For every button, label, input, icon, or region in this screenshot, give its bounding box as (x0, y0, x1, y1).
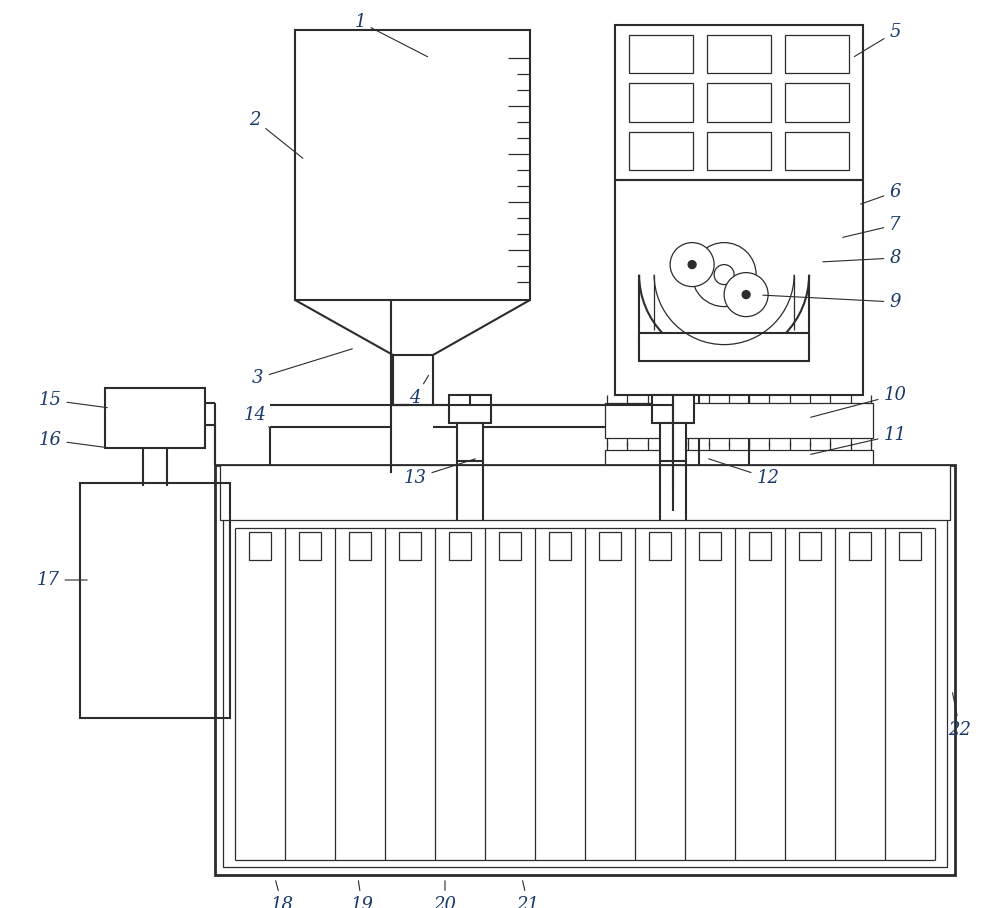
Bar (699, 532, 721, 560)
Bar (629, 132, 693, 170)
Bar (295, 30, 530, 300)
Bar (393, 355, 433, 405)
Text: 15: 15 (38, 391, 107, 409)
Bar (399, 532, 421, 560)
Bar (299, 532, 321, 560)
Text: 9: 9 (763, 293, 901, 311)
Text: 19: 19 (351, 881, 374, 908)
Bar (615, 180, 863, 395)
Text: 20: 20 (434, 881, 456, 908)
Circle shape (724, 272, 768, 317)
Circle shape (670, 242, 714, 287)
Bar (549, 532, 571, 560)
Bar (215, 465, 955, 875)
Bar (707, 84, 771, 122)
Bar (615, 25, 863, 180)
Text: 1: 1 (354, 13, 428, 56)
Bar (499, 532, 521, 560)
Bar (652, 395, 694, 423)
Circle shape (714, 264, 734, 284)
Circle shape (742, 291, 750, 299)
Text: 4: 4 (409, 375, 429, 407)
Bar (639, 332, 809, 360)
Bar (785, 84, 849, 122)
Text: 17: 17 (36, 571, 87, 589)
Text: 18: 18 (270, 881, 294, 908)
Text: 5: 5 (854, 23, 901, 56)
Bar (349, 532, 371, 560)
Text: 13: 13 (404, 459, 475, 487)
Bar (799, 532, 821, 560)
Bar (457, 423, 483, 461)
Bar (899, 532, 921, 560)
Text: 3: 3 (252, 349, 352, 387)
Bar (749, 532, 771, 560)
Text: 22: 22 (948, 693, 972, 739)
Bar (80, 483, 230, 718)
Text: 11: 11 (811, 426, 906, 454)
Bar (105, 388, 205, 448)
Bar (449, 395, 491, 423)
Bar (249, 532, 271, 560)
Bar (785, 35, 849, 74)
Circle shape (688, 261, 696, 269)
Bar (629, 35, 693, 74)
Text: 12: 12 (709, 459, 780, 487)
Text: 10: 10 (811, 386, 906, 418)
Bar (449, 532, 471, 560)
Text: 16: 16 (38, 431, 107, 449)
Bar (220, 465, 950, 520)
Bar (605, 403, 873, 438)
Bar (849, 532, 871, 560)
Bar (707, 132, 771, 170)
Circle shape (692, 242, 756, 307)
Text: 21: 21 (516, 881, 540, 908)
Bar (629, 84, 693, 122)
Text: 14: 14 (244, 406, 270, 428)
Text: 6: 6 (861, 183, 901, 204)
Bar (707, 35, 771, 74)
Bar (649, 532, 671, 560)
Bar (785, 132, 849, 170)
Text: 8: 8 (823, 249, 901, 267)
Bar (660, 423, 686, 461)
Text: 2: 2 (249, 111, 303, 158)
Bar (223, 473, 947, 867)
Bar (605, 450, 873, 478)
Bar (599, 532, 621, 560)
Text: 7: 7 (843, 216, 901, 237)
